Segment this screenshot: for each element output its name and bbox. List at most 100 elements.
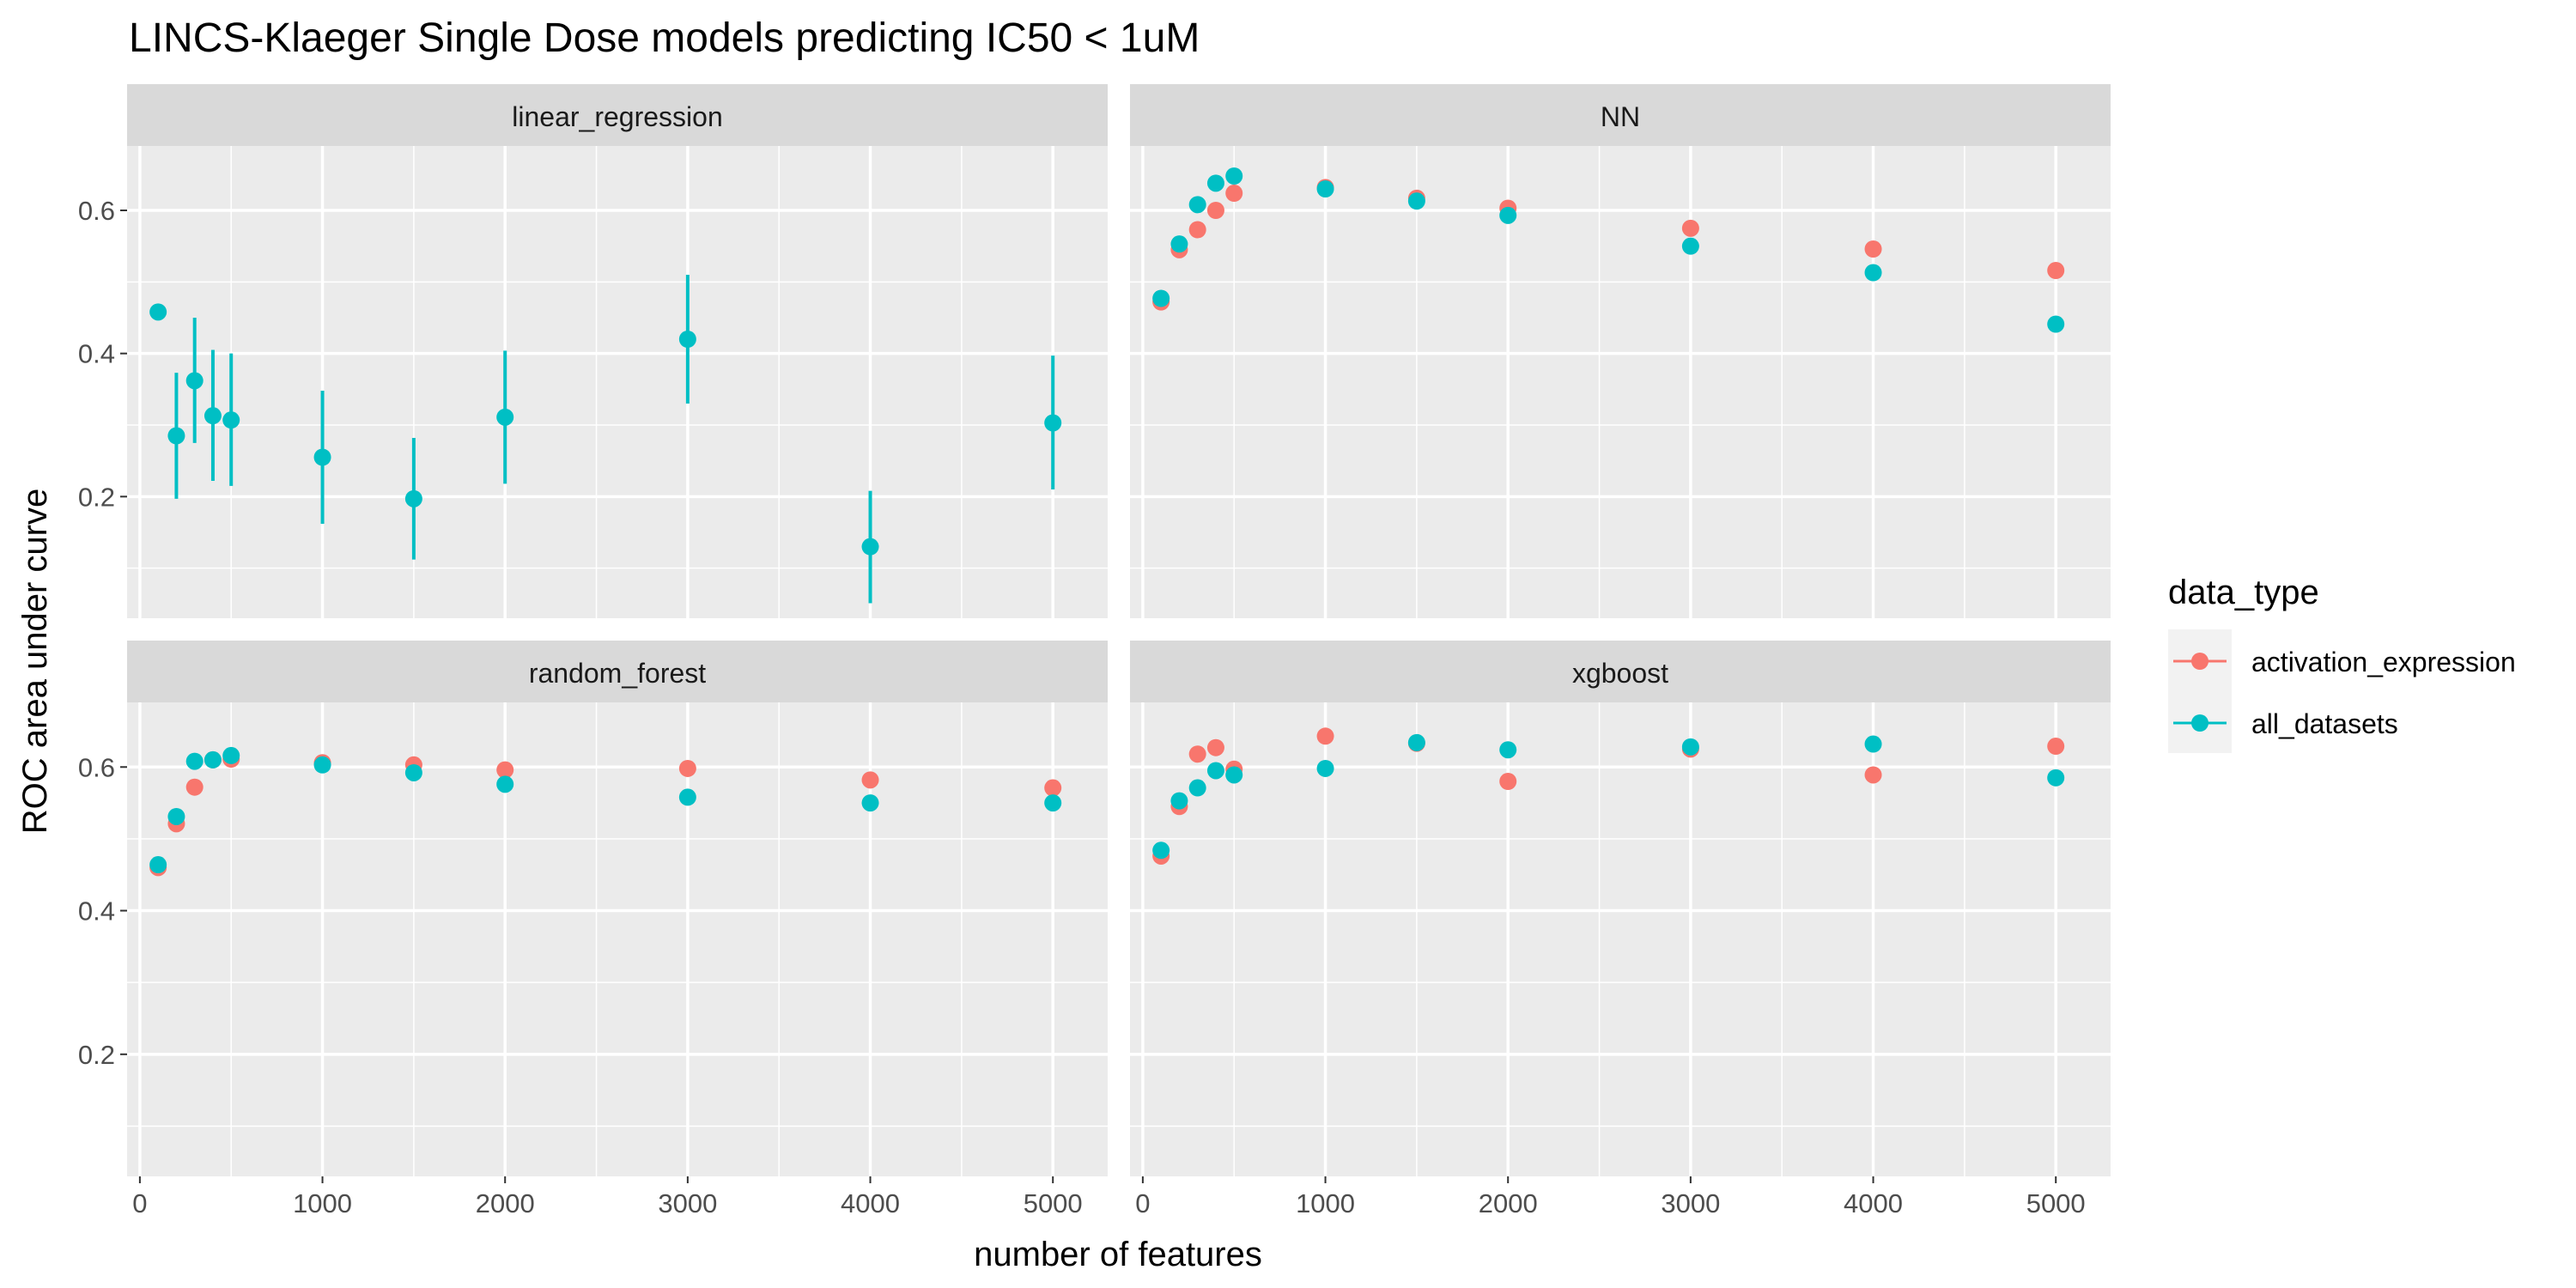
- x-tick-label: 1000: [1296, 1188, 1355, 1218]
- y-tick-label: 0.4: [78, 339, 115, 369]
- data-point-all-datasets: [1864, 264, 1882, 282]
- plot-background: [127, 146, 1108, 618]
- data-point-all-datasets: [1316, 759, 1334, 777]
- data-point-all-datasets: [1152, 841, 1170, 860]
- strip-background: [127, 641, 1108, 702]
- data-point-all-datasets: [1499, 206, 1517, 224]
- strip-background: [127, 84, 1108, 146]
- data-point-all-datasets: [861, 538, 879, 556]
- data-point-all-datasets: [1864, 735, 1882, 753]
- panel-xgboost: xgboost 0 1000 2000 3000 4000 5000: [1130, 641, 2111, 1218]
- plot-background: [127, 702, 1108, 1176]
- legend-label-all-datasets: all_datasets: [2251, 708, 2398, 739]
- x-tick-label: 5000: [1024, 1188, 1083, 1218]
- x-tick-label: 2000: [1479, 1188, 1538, 1218]
- x-tick-label: 1000: [293, 1188, 352, 1218]
- data-point-all-datasets: [313, 756, 331, 774]
- y-tick-label: 0.4: [78, 896, 115, 927]
- strip-label-random-forest: random_forest: [529, 658, 706, 689]
- legend: data_type activation_expression all_data…: [2168, 574, 2516, 753]
- data-point-activation-expression: [1206, 202, 1224, 219]
- data-point-all-datasets: [1170, 235, 1188, 253]
- data-point-all-datasets: [1170, 792, 1188, 810]
- data-point-all-datasets: [149, 856, 167, 874]
- plot-background: [1130, 146, 2111, 618]
- data-point-all-datasets: [1225, 766, 1243, 784]
- panel-nn: NN: [1130, 84, 2111, 618]
- data-point-all-datasets: [1316, 180, 1334, 197]
- legend-key-point-all-datasets: [2191, 714, 2208, 732]
- data-point-activation-expression: [861, 771, 879, 789]
- data-point-all-datasets: [1206, 174, 1224, 192]
- data-point-all-datasets: [2047, 315, 2065, 333]
- x-tick-label: 4000: [1844, 1188, 1903, 1218]
- data-point-all-datasets: [1044, 794, 1062, 812]
- data-point-activation-expression: [678, 759, 696, 777]
- legend-key-background: [2168, 629, 2232, 753]
- x-tick-label: 3000: [1661, 1188, 1720, 1218]
- data-point-activation-expression: [1225, 185, 1243, 202]
- data-point-all-datasets: [204, 750, 222, 769]
- strip-label-xgboost: xgboost: [1572, 658, 1668, 689]
- x-tick-label: 4000: [841, 1188, 900, 1218]
- y-tick-label: 0.2: [78, 482, 115, 512]
- data-point-activation-expression: [2047, 738, 2065, 756]
- data-point-all-datasets: [2047, 769, 2065, 787]
- y-tick-label: 0.2: [78, 1040, 115, 1070]
- data-point-activation-expression: [1499, 773, 1517, 790]
- panel-random-forest: random_forest 0.2 0.4 0.6 0 1000 2000 3000 4000 5…: [78, 641, 1108, 1218]
- data-point-activation-expression: [1864, 766, 1882, 784]
- data-point-activation-expression: [1316, 727, 1334, 745]
- data-point-activation-expression: [1188, 221, 1206, 239]
- data-point-all-datasets: [1407, 733, 1425, 751]
- data-point-all-datasets: [1681, 738, 1699, 756]
- data-point-all-datasets: [1407, 192, 1425, 210]
- data-point-all-datasets: [1188, 196, 1206, 214]
- strip-background: [1130, 84, 2111, 146]
- data-point-all-datasets: [496, 408, 514, 426]
- strip-label-linear-regression: linear_regression: [512, 101, 722, 132]
- data-point-all-datasets: [861, 794, 879, 812]
- data-point-activation-expression: [185, 778, 204, 796]
- plot-background: [1130, 702, 2111, 1176]
- x-axis-title: number of features: [974, 1236, 1262, 1273]
- data-point-all-datasets: [167, 427, 185, 445]
- strip-label-nn: NN: [1601, 101, 1640, 132]
- panel-linear-regression: linear_regression 0.2 0.4 0.6: [78, 84, 1108, 618]
- data-point-all-datasets: [404, 763, 422, 781]
- data-point-activation-expression: [1681, 219, 1699, 237]
- chart-title: LINCS-Klaeger Single Dose models predict…: [129, 15, 1200, 61]
- data-point-all-datasets: [313, 448, 331, 466]
- y-axis-title: ROC area under curve: [16, 489, 54, 834]
- data-point-activation-expression: [1864, 240, 1882, 258]
- strip-background: [1130, 641, 2111, 702]
- data-point-all-datasets: [149, 303, 167, 321]
- legend-key-point-activation-expression: [2191, 653, 2208, 670]
- legend-title: data_type: [2168, 574, 2319, 611]
- data-point-all-datasets: [1152, 289, 1170, 307]
- data-point-all-datasets: [1044, 414, 1062, 432]
- data-point-all-datasets: [1499, 741, 1517, 759]
- data-point-all-datasets: [1681, 237, 1699, 255]
- data-point-all-datasets: [496, 775, 514, 793]
- x-tick-label: 0: [132, 1188, 147, 1218]
- data-point-activation-expression: [1044, 779, 1062, 797]
- facet-panels: linear_regression 0.2 0.4 0.6 NN random_fores…: [78, 84, 2111, 1218]
- x-tick-label: 2000: [476, 1188, 535, 1218]
- y-tick-label: 0.6: [78, 752, 115, 782]
- data-point-all-datasets: [1206, 762, 1224, 780]
- data-point-all-datasets: [404, 489, 422, 507]
- data-point-activation-expression: [1206, 738, 1224, 756]
- data-point-all-datasets: [678, 788, 696, 806]
- legend-label-activation-expression: activation_expression: [2251, 647, 2516, 677]
- data-point-all-datasets: [678, 331, 696, 348]
- data-point-activation-expression: [2047, 262, 2065, 279]
- data-point-all-datasets: [204, 407, 222, 425]
- data-point-all-datasets: [1225, 167, 1243, 185]
- data-point-all-datasets: [185, 752, 204, 770]
- data-point-all-datasets: [167, 807, 185, 825]
- y-tick-label: 0.6: [78, 196, 115, 226]
- data-point-all-datasets: [222, 746, 240, 764]
- x-tick-label: 3000: [658, 1188, 717, 1218]
